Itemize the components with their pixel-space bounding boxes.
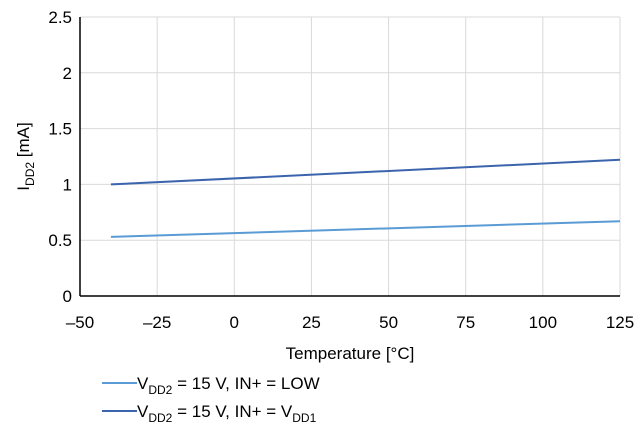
x-tick-label: 100 [529,313,557,332]
y-tick-label: 2 [63,64,72,83]
y-axis-title-unit: [mA] [14,122,33,162]
x-tick-label: –25 [143,313,171,332]
axes [79,17,620,297]
x-tick-labels: –50 –25 0 25 50 75 100 125 [66,313,634,332]
x-tick-label: –50 [66,313,94,332]
series-line-1 [110,220,621,238]
y-axis-title: IDD2 [mA] [14,122,37,190]
y-tick-label: 0 [63,287,72,306]
series-line-2 [110,158,621,186]
x-tick-label: 50 [379,313,398,332]
gridlines [80,16,621,296]
legend: VDD2 = 15 V, IN+ = LOW VDD2 = 15 V, IN+ =… [102,374,320,425]
y-tick-label: 1 [63,175,72,194]
legend-label-2: VDD2 = 15 V, IN+ = VDD1 [137,402,317,425]
x-tick-label: 0 [230,313,239,332]
y-tick-label: 2.5 [48,8,72,27]
x-tick-label: 75 [456,313,475,332]
x-tick-label: 125 [606,313,634,332]
y-tick-labels: 0 0.5 1 1.5 2 2.5 [48,8,72,306]
y-axis-title-subscript: DD2 [23,162,37,186]
x-tick-label: 25 [302,313,321,332]
legend-label-1: VDD2 = 15 V, IN+ = LOW [137,374,320,397]
y-tick-label: 1.5 [48,120,72,139]
x-axis-title: Temperature [°C] [286,344,415,363]
y-axis-title-main: I [14,186,33,191]
y-tick-label: 0.5 [48,231,72,250]
data-series [110,158,621,238]
